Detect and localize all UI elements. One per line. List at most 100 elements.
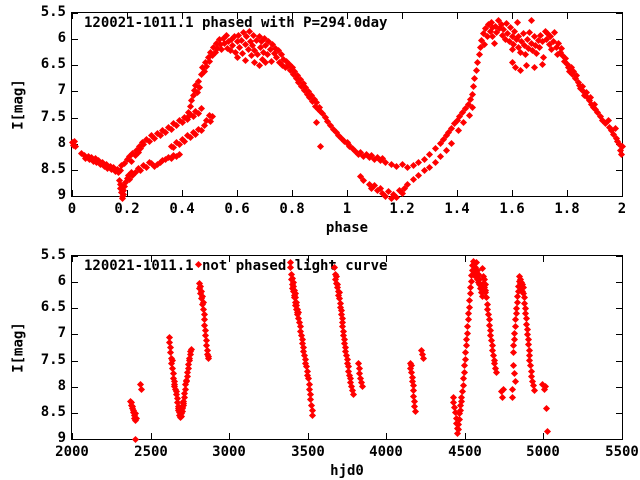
data-point [513, 18, 522, 26]
x-tick-label: 4500 [448, 444, 482, 460]
data-point [509, 349, 517, 357]
x-tick [465, 433, 466, 439]
data-point [522, 51, 530, 59]
y-tick [72, 308, 78, 309]
data-point [472, 66, 480, 75]
data-point [72, 143, 80, 151]
data-point [500, 385, 508, 393]
y-tick-mirror [616, 361, 622, 362]
x-tick [567, 190, 568, 196]
data-point [454, 127, 462, 135]
x-tick-label: 2 [617, 201, 627, 217]
x-tick [457, 190, 458, 196]
x-tick-label: 3000 [212, 444, 246, 460]
x-tick-mirror [127, 13, 128, 19]
data-point [509, 393, 517, 401]
data-point [511, 377, 519, 386]
x-tick-label: 1.2 [389, 201, 415, 217]
x-tick-label: 5000 [526, 444, 560, 460]
raw-y-axis-label: I[mag] [10, 322, 27, 373]
x-tick [229, 433, 230, 439]
data-point [460, 119, 468, 127]
raw-plot-title: 120021-1011.1 not phased light curve [84, 258, 388, 274]
y-tick-label: 8 [57, 378, 66, 394]
x-tick [622, 190, 623, 196]
x-tick [151, 433, 152, 439]
x-tick-mirror [465, 256, 466, 262]
y-tick-mirror [616, 387, 622, 388]
y-tick-mirror [616, 196, 622, 197]
data-point [194, 261, 202, 269]
y-tick-label: 6 [57, 273, 66, 289]
y-tick-label: 8.5 [40, 404, 66, 420]
raw-x-axis-label: hjd0 [330, 463, 364, 479]
x-tick-label: 1.6 [499, 201, 525, 217]
x-tick-mirror [402, 13, 403, 19]
y-tick-label: 8 [57, 135, 66, 151]
data-point [475, 51, 483, 59]
data-point [309, 411, 317, 420]
y-tick-label: 5.5 [40, 4, 66, 20]
y-tick [72, 196, 78, 197]
data-point [465, 303, 473, 311]
x-tick-mirror [543, 256, 544, 262]
x-tick-mirror [622, 13, 623, 19]
x-tick [308, 433, 309, 439]
y-tick-mirror [616, 39, 622, 40]
data-point [358, 383, 366, 391]
y-tick-mirror [616, 118, 622, 119]
x-tick-mirror [182, 13, 183, 19]
x-tick-mirror [386, 256, 387, 262]
y-tick [72, 256, 78, 257]
data-point [419, 354, 427, 363]
x-tick-label: 2500 [134, 444, 168, 460]
data-point [508, 385, 516, 393]
x-tick-mirror [237, 13, 238, 19]
x-tick [237, 190, 238, 196]
data-point [540, 53, 548, 61]
data-point [460, 368, 468, 376]
y-tick [72, 334, 78, 335]
x-tick-label: 0.4 [169, 201, 195, 217]
data-point [527, 17, 535, 25]
y-tick-label: 9 [57, 430, 66, 446]
y-tick-label: 7 [57, 82, 66, 98]
data-point [425, 150, 434, 158]
y-tick [72, 282, 78, 283]
x-tick [72, 190, 73, 196]
x-tick [72, 433, 73, 439]
y-tick-label: 5.5 [40, 247, 66, 263]
data-point [530, 387, 538, 395]
x-tick-mirror [72, 13, 73, 19]
data-point [132, 435, 140, 443]
y-tick [72, 65, 78, 66]
y-tick [72, 118, 78, 119]
x-tick-mirror [308, 256, 309, 262]
y-tick-label: 6.5 [40, 299, 66, 315]
data-point [447, 140, 456, 148]
data-point [196, 83, 204, 91]
x-tick-mirror [567, 13, 568, 19]
x-tick-mirror [72, 256, 73, 262]
data-point [511, 323, 519, 331]
y-tick [72, 439, 78, 440]
y-tick-mirror [616, 439, 622, 440]
y-tick [72, 91, 78, 92]
y-tick-label: 9 [57, 187, 66, 203]
x-tick [292, 190, 293, 196]
data-point [562, 54, 570, 62]
phased-plot-title: 120021-1011.1 phased with P=294.0day [84, 15, 388, 31]
data-point [462, 349, 470, 357]
data-point [464, 323, 472, 331]
x-tick-label: 0.8 [279, 201, 305, 217]
y-tick-label: 7 [57, 325, 66, 341]
data-point [460, 375, 468, 383]
y-tick-mirror [616, 256, 622, 257]
y-tick-mirror [616, 65, 622, 66]
data-point [469, 82, 478, 90]
x-tick [386, 433, 387, 439]
phased-y-axis-label: I[mag] [10, 79, 27, 130]
x-tick-mirror [347, 13, 348, 19]
data-point [465, 111, 473, 119]
data-point [531, 64, 539, 72]
